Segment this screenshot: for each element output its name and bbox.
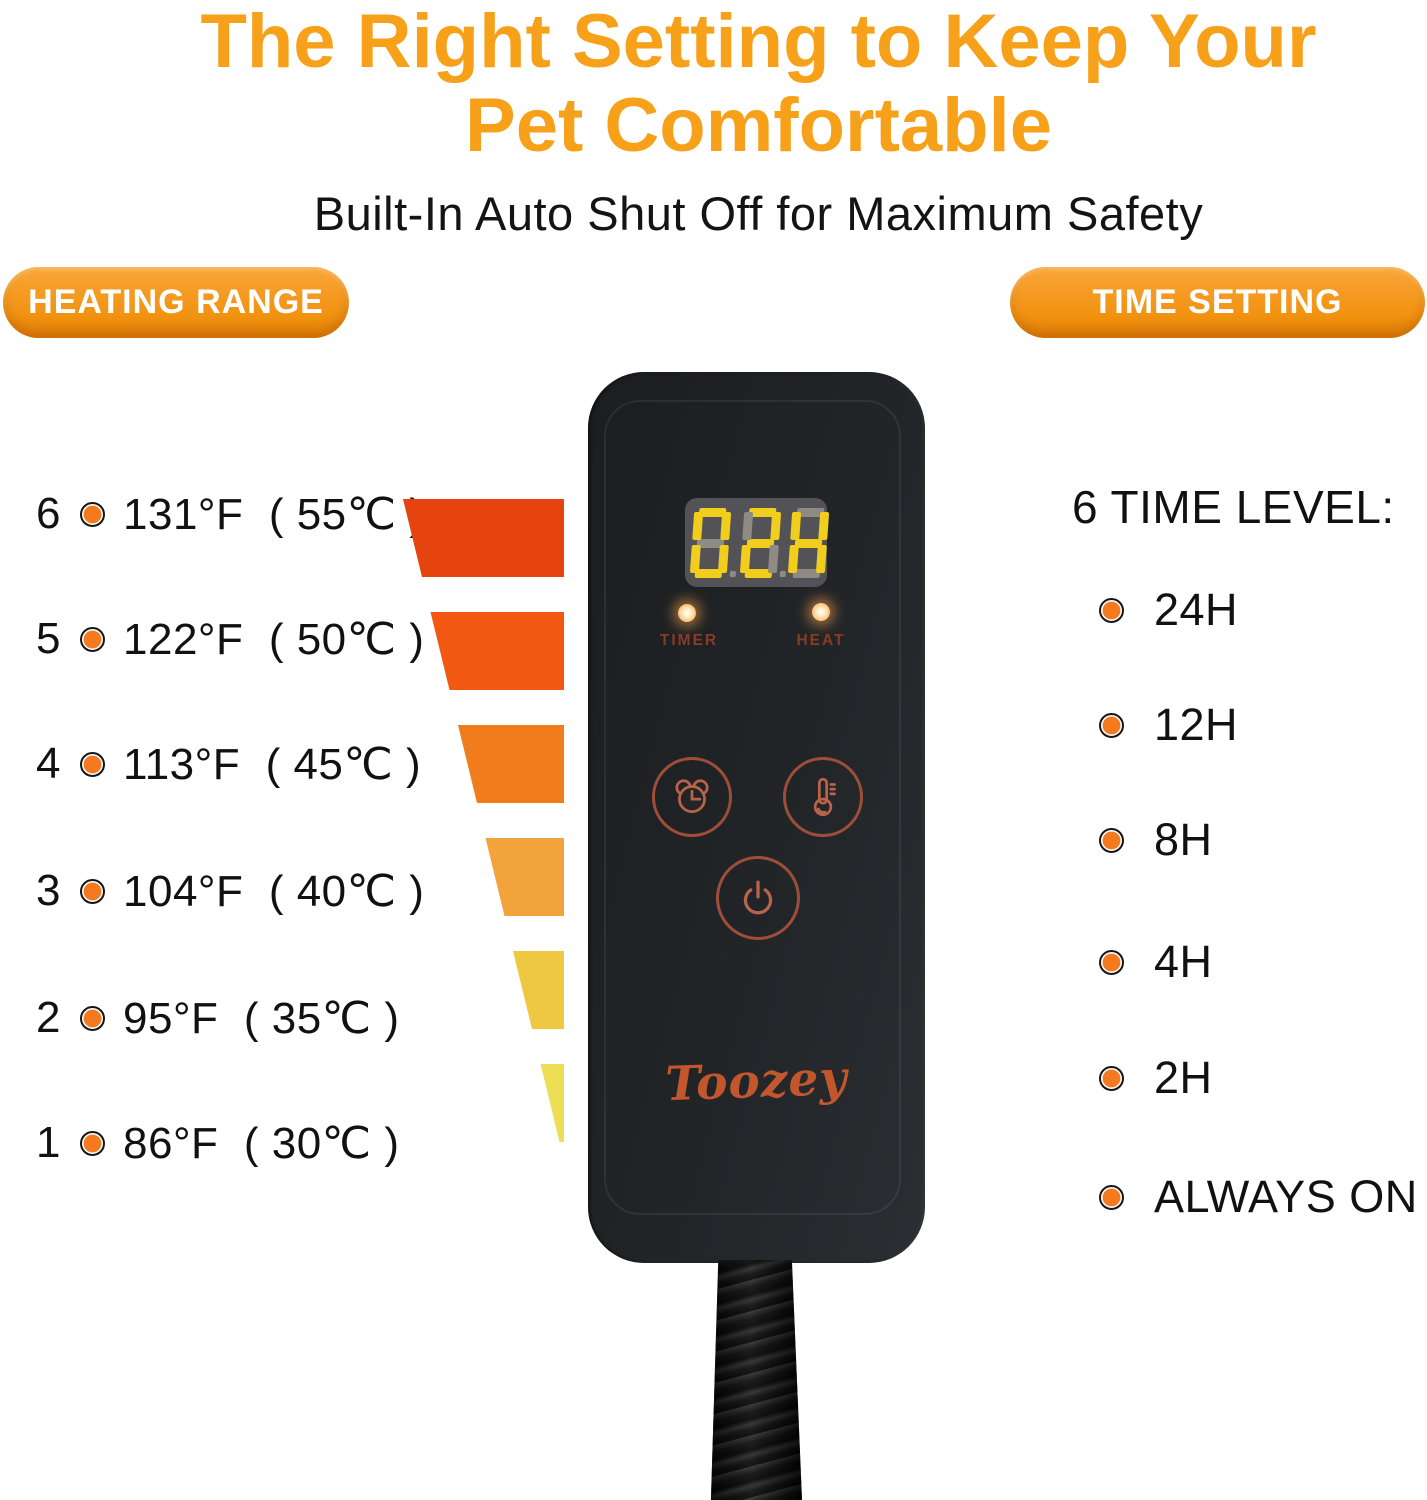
time-level-label: 4H	[1154, 936, 1213, 987]
heating-level-number: 1	[36, 1118, 61, 1167]
time-setting-pill: TIME SETTING	[1010, 267, 1425, 338]
time-level-label: ALWAYS ON	[1154, 1171, 1418, 1222]
thermometer-icon	[813, 777, 836, 817]
lcd-decimal-point	[729, 571, 737, 577]
timer-button[interactable]	[652, 757, 732, 837]
heating-level-row: 4 113°F ( 45℃ )	[36, 738, 421, 790]
heating-level-row: 3 104°F ( 40℃ )	[36, 865, 424, 917]
lcd-segment	[692, 512, 704, 540]
level-bullet-icon	[1099, 949, 1124, 975]
level-bullet-icon	[1099, 1184, 1124, 1210]
timer-indicator-label: TIMER	[659, 632, 719, 649]
level-bullet-icon	[1099, 827, 1124, 853]
lcd-segment	[717, 545, 729, 573]
time-level-row: 12H	[1099, 699, 1238, 751]
heat-gradient-bar	[485, 838, 564, 916]
heating-level-number: 4	[36, 739, 61, 788]
heating-level-temp: 122°F ( 50℃ )	[123, 614, 425, 664]
brand-logo: Toozey	[664, 1050, 849, 1113]
lcd-decimal-point	[779, 571, 787, 577]
lcd-segment	[742, 512, 754, 540]
title-line-2: Pet Comfortable	[465, 83, 1052, 168]
page-subtitle: Built-In Auto Shut Off for Maximum Safet…	[313, 187, 1204, 240]
heating-range-pill-label: HEATING RANGE	[28, 283, 324, 321]
heat-gradient-bar	[403, 499, 564, 577]
level-bullet-icon	[80, 751, 105, 777]
lcd-segment	[790, 512, 802, 540]
timer-led-icon	[678, 604, 696, 622]
lcd-segment	[770, 512, 782, 540]
heating-level-row: 1 86°F ( 30℃ )	[36, 1117, 399, 1169]
heat-led-icon	[812, 603, 830, 621]
level-bullet-icon	[80, 1130, 105, 1156]
power-icon	[743, 880, 773, 915]
level-bullet-icon	[80, 1005, 105, 1031]
lcd-display	[685, 498, 830, 587]
heating-level-temp: 104°F ( 40℃ )	[123, 866, 425, 916]
time-level-heading: 6 TIME LEVEL:	[1072, 481, 1395, 533]
header: The Right Setting to Keep Your Pet Comfo…	[90, 0, 1427, 241]
heat-gradient-bar	[513, 951, 564, 1029]
heat-indicator-label: HEAT	[796, 632, 846, 649]
time-level-label: 24H	[1154, 584, 1239, 635]
level-bullet-icon	[1099, 712, 1124, 738]
heating-level-temp: 86°F ( 30℃ )	[123, 1118, 400, 1168]
lcd-digit-H	[787, 508, 830, 578]
level-bullet-icon	[80, 878, 105, 904]
lcd-digit-0	[689, 508, 737, 578]
level-bullet-icon	[80, 501, 105, 527]
title-line-1: The Right Setting to Keep Your	[200, 0, 1317, 84]
heat-level-button[interactable]	[783, 757, 863, 837]
time-level-row: 2H	[1099, 1052, 1213, 1104]
heating-range-pill: HEATING RANGE	[3, 267, 349, 338]
heating-level-temp: 95°F ( 35℃ )	[123, 993, 400, 1043]
heating-level-row: 6 131°F ( 55℃ )	[36, 488, 424, 540]
alarm-clock-icon	[675, 779, 709, 813]
heating-level-number: 5	[36, 614, 61, 663]
time-setting-pill-label: TIME SETTING	[1092, 283, 1343, 321]
heating-level-temp: 131°F ( 55℃ )	[123, 489, 425, 539]
time-level-row: ALWAYS ON	[1099, 1171, 1418, 1223]
heat-gradient-bar	[430, 612, 564, 690]
heat-gradient-bar	[540, 1064, 564, 1142]
heating-level-row: 2 95°F ( 35℃ )	[36, 992, 399, 1044]
time-level-row: 8H	[1099, 814, 1213, 866]
level-bullet-icon	[1099, 597, 1124, 623]
heating-level-number: 3	[36, 866, 61, 915]
heating-level-number: 6	[36, 489, 61, 538]
time-level-label: 2H	[1154, 1052, 1213, 1103]
heat-gradient-bars	[395, 499, 565, 1221]
lcd-segment	[720, 512, 732, 540]
heat-gradient-bar	[458, 725, 564, 803]
time-level-label: 8H	[1154, 814, 1213, 865]
heating-level-temp: 113°F ( 45℃ )	[123, 739, 422, 789]
lcd-segment	[815, 545, 827, 573]
controller-device: TIMER HEAT	[588, 372, 925, 1263]
time-level-row: 4H	[1099, 936, 1213, 988]
page-title: The Right Setting to Keep Your Pet Comfo…	[90, 0, 1427, 168]
lcd-segment	[767, 545, 779, 573]
heating-level-number: 2	[36, 993, 61, 1042]
lcd-segment	[818, 512, 830, 540]
coiled-cable	[710, 1260, 802, 1500]
heating-level-row: 5 122°F ( 50℃ )	[36, 613, 424, 665]
time-level-row: 24H	[1099, 584, 1238, 636]
time-level-label: 12H	[1154, 699, 1239, 750]
level-bullet-icon	[80, 626, 105, 652]
lcd-digit-2	[739, 508, 787, 578]
power-button[interactable]	[716, 856, 800, 940]
level-bullet-icon	[1099, 1065, 1124, 1091]
